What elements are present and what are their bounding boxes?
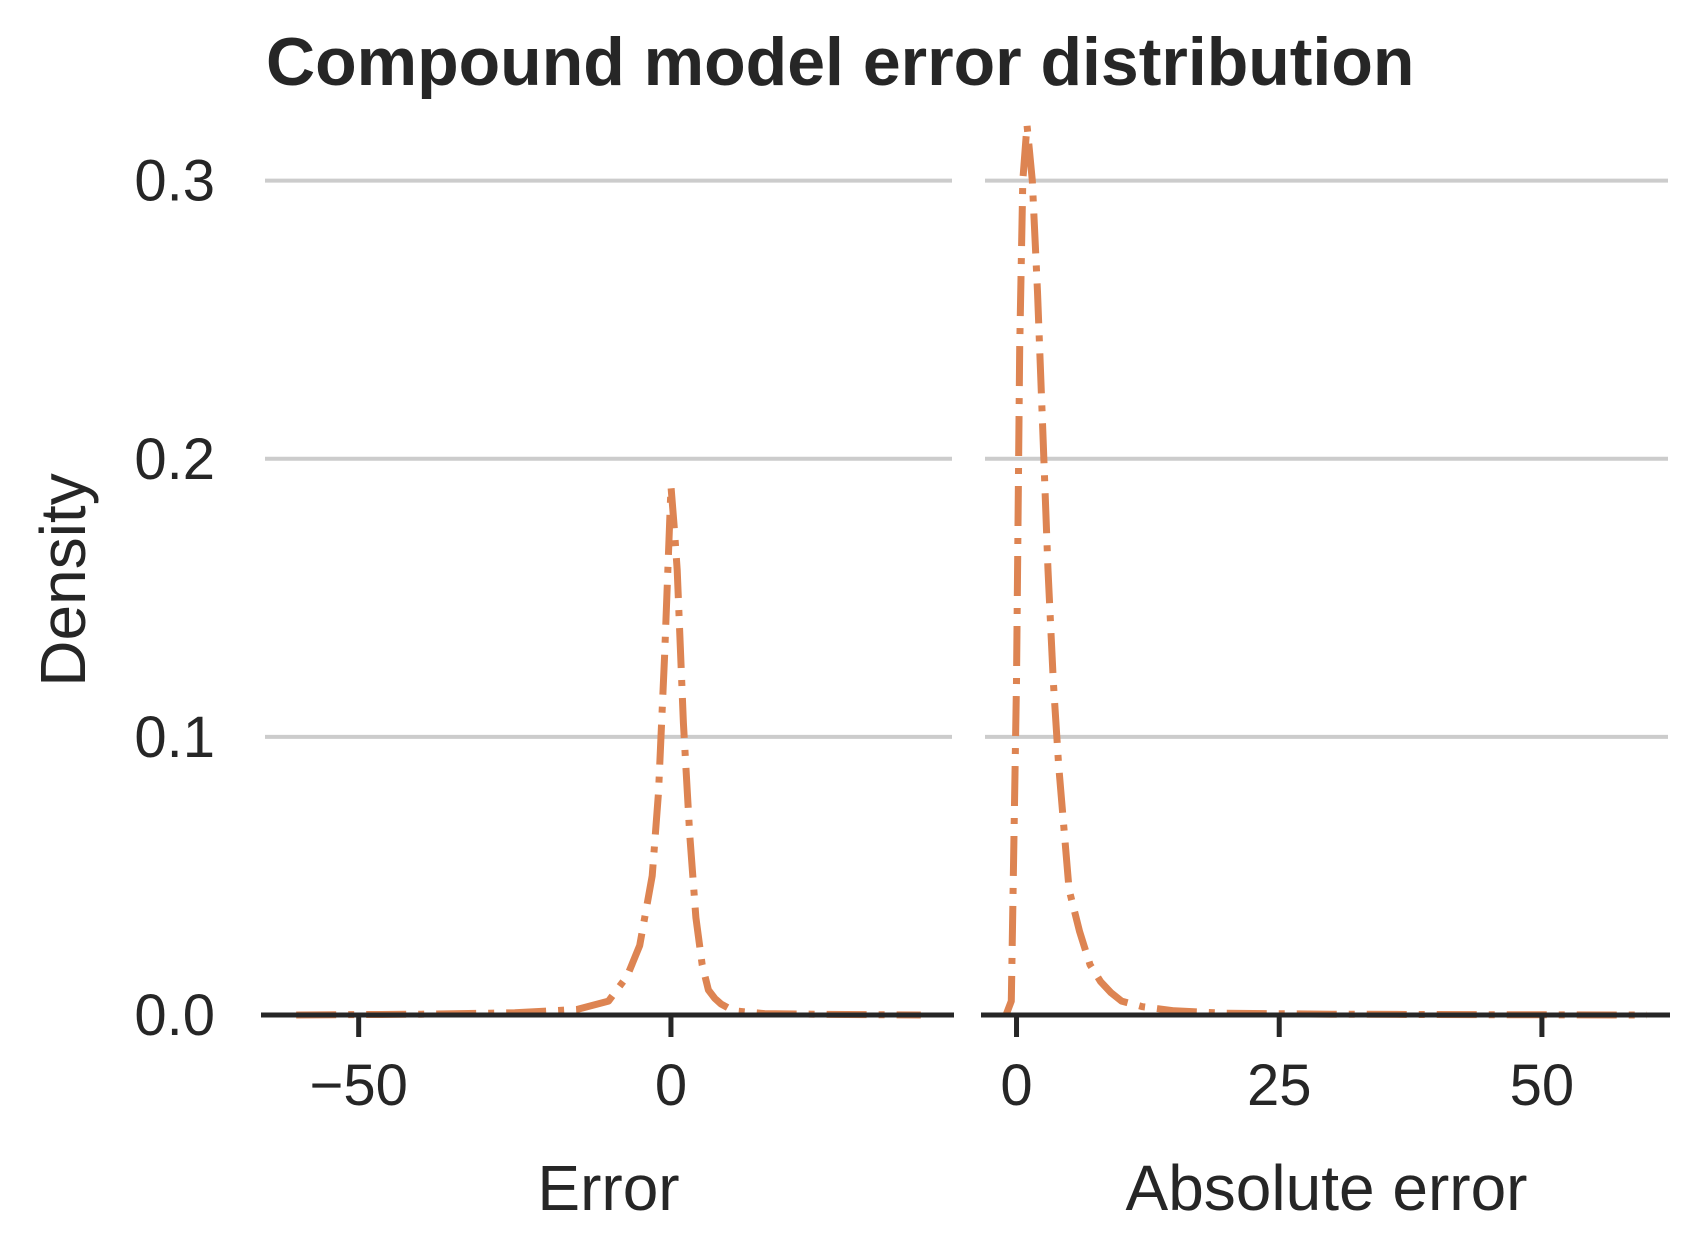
x-tick-label: 0 [1000,1053,1032,1118]
chart-title: Compound model error distribution [266,24,1414,100]
x-tick-label: 25 [1247,1053,1312,1118]
y-tick-label: 0.1 [134,705,215,770]
y-axis-label: Density [27,473,99,686]
y-tick-label: 0.0 [134,983,215,1048]
panel-2: 0 25 50 Absolute error [981,121,1670,1224]
x-tick-label: 0 [655,1053,687,1118]
density-line [1002,121,1648,1019]
y-tick-label: 0.2 [134,427,215,492]
x-axis-label: Error [537,1152,679,1224]
density-line [296,483,921,1019]
panel-1: −50 0 Error [261,178,954,1224]
plot-area: 0.0 0.1 0.2 0.3 −50 0 Error 0 25 50 Absolute error [134,121,1670,1224]
x-tick-label: −50 [309,1053,407,1118]
y-tick-label: 0.3 [134,149,215,214]
x-axis-label: Absolute error [1126,1152,1528,1224]
x-tick-label: 50 [1510,1053,1575,1118]
